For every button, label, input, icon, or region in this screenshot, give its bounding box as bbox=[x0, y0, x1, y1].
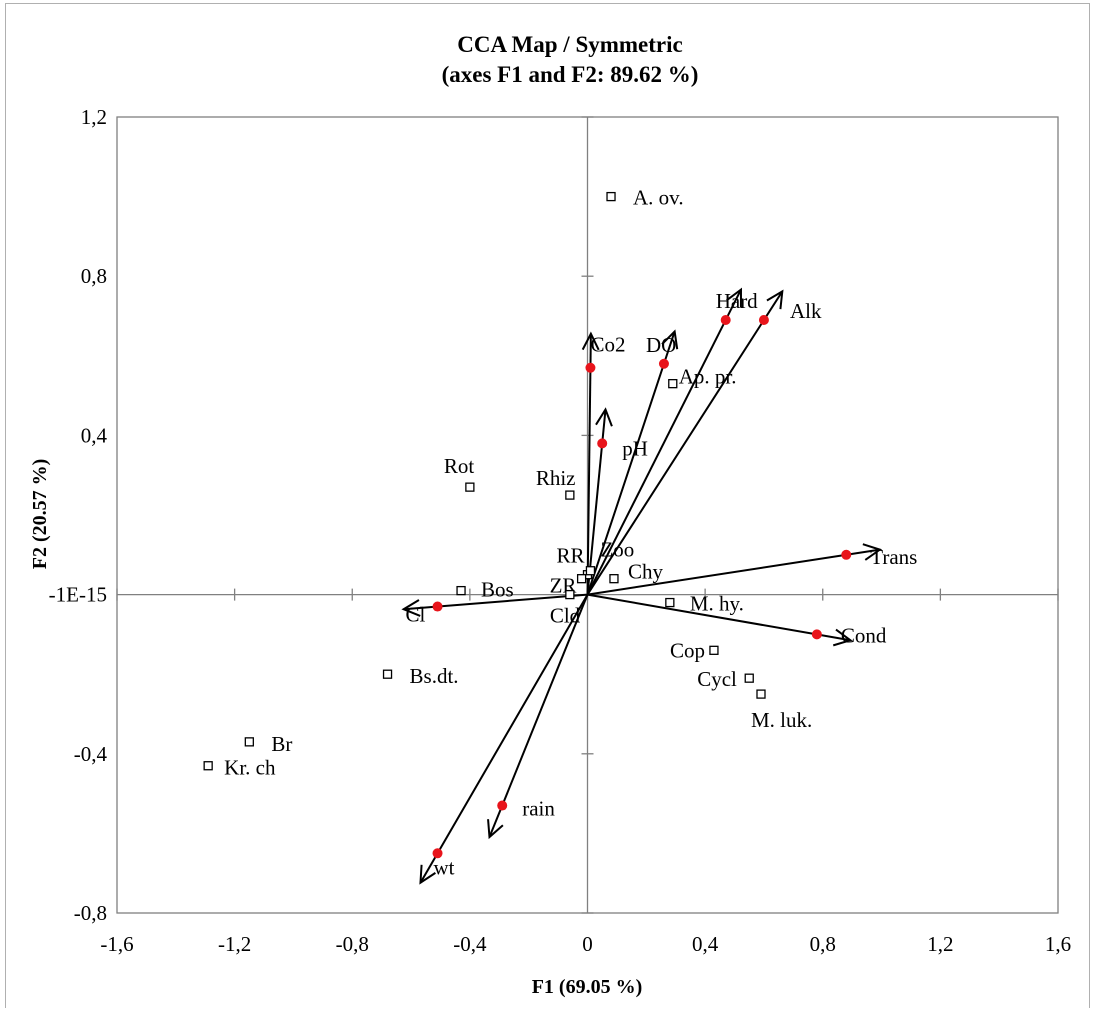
object-point-zoo bbox=[585, 566, 596, 576]
variable-label-do: DO bbox=[646, 333, 676, 357]
x-axis-title: F1 (69.05 %) bbox=[532, 976, 643, 998]
x-tick-label: -1,2 bbox=[218, 932, 251, 956]
arrowhead-trans bbox=[862, 543, 883, 561]
y-tick-label: 0,8 bbox=[81, 264, 107, 288]
arrow-alk bbox=[586, 290, 784, 596]
object-point-ap-pr bbox=[668, 379, 678, 389]
variable-point-co2 bbox=[585, 362, 596, 373]
object-label-bos: Bos bbox=[481, 578, 514, 602]
object-point-a-ov bbox=[606, 191, 616, 202]
variable-point-do bbox=[658, 358, 669, 369]
variable-label-wt: wt bbox=[434, 855, 455, 879]
arrow-wt bbox=[419, 594, 589, 884]
x-tick-label: -0,8 bbox=[336, 932, 369, 956]
chart-title: CCA Map / Symmetric bbox=[457, 32, 683, 57]
arrowhead-rain bbox=[487, 819, 504, 840]
object-point-cop bbox=[709, 645, 719, 655]
y-axis-title: F2 (20.57 %) bbox=[29, 459, 51, 570]
arrowhead-wt bbox=[419, 864, 436, 885]
object-label-rr: RR bbox=[557, 544, 585, 568]
object-point-bos bbox=[456, 585, 466, 596]
y-tick-label: -1E-15 bbox=[49, 583, 107, 607]
variable-label-trans: Trans bbox=[870, 545, 917, 569]
variable-point-ph bbox=[597, 438, 608, 449]
x-tick-label: -1,6 bbox=[100, 932, 133, 956]
variable-point-cl bbox=[432, 601, 443, 612]
variable-point-trans bbox=[841, 549, 852, 560]
x-tick-label: 0 bbox=[582, 932, 593, 956]
object-point-m-luk bbox=[756, 689, 766, 699]
object-point-bs-dt bbox=[382, 669, 393, 679]
object-point-chy bbox=[609, 574, 619, 584]
variable-label-cl: Cl bbox=[406, 603, 426, 627]
variable-point-wt bbox=[432, 848, 443, 859]
object-point-rhiz bbox=[565, 490, 575, 500]
x-tick-label: 1,2 bbox=[927, 932, 953, 956]
arrowhead-cl bbox=[401, 599, 421, 617]
arrowhead-co2 bbox=[581, 331, 600, 351]
x-tick-label: 0,4 bbox=[692, 932, 719, 956]
object-point-zr bbox=[576, 574, 587, 584]
y-tick-label: -0,4 bbox=[74, 742, 108, 766]
chart-frame bbox=[5, 3, 1090, 1008]
object-label-m-hy: M. hy. bbox=[690, 592, 744, 616]
object-label-bs-dt: Bs.dt. bbox=[410, 664, 459, 688]
object-point-br bbox=[244, 737, 254, 747]
variable-label-co2: Co2 bbox=[590, 333, 625, 357]
object-label-kr-ch: Kr. ch bbox=[224, 756, 276, 780]
object-label-br: Br bbox=[271, 732, 292, 756]
variable-label-ph: pH bbox=[622, 436, 648, 460]
object-label-zoo: Zoo bbox=[600, 538, 634, 562]
object-label-rot: Rot bbox=[444, 454, 475, 478]
object-label-rhiz: Rhiz bbox=[536, 466, 576, 490]
variable-label-alk: Alk bbox=[790, 299, 822, 323]
x-tick-label: -0,4 bbox=[453, 932, 487, 956]
y-tick-label: 0,4 bbox=[81, 423, 108, 447]
x-tick-label: 1,6 bbox=[1045, 932, 1071, 956]
variable-point-alk bbox=[758, 314, 769, 325]
object-point-rot bbox=[465, 482, 475, 492]
arrowhead-hard bbox=[726, 287, 742, 308]
variables-layer: Co2 DO Hard Alk pH Trans Cond Cl rain wt bbox=[406, 289, 918, 879]
arrow-cond bbox=[587, 593, 851, 642]
axes-layer: -1,6 -1,2 -0,8 -0,4 0 0,4 0,8 1,2 1,6 -0,8 -0,4 -1E… bbox=[49, 105, 1071, 956]
object-point-cycl bbox=[744, 673, 754, 683]
arrow-trans bbox=[587, 548, 881, 596]
object-label-cld: Cld bbox=[550, 604, 581, 628]
arrow-do bbox=[586, 331, 676, 595]
object-point-cld bbox=[565, 589, 575, 600]
arrowhead-cond bbox=[832, 628, 853, 647]
arrow-co2 bbox=[586, 333, 592, 595]
object-label-a-ov: A. ov. bbox=[633, 186, 684, 210]
object-label-cycl: Cycl bbox=[697, 667, 737, 691]
y-tick-label: 1,2 bbox=[81, 105, 107, 129]
variable-point-cond bbox=[811, 629, 822, 640]
arrowhead-do bbox=[661, 329, 679, 350]
object-label-ap-pr: Ap. pr. bbox=[679, 365, 737, 389]
chart-subtitle: (axes F1 and F2: 89.62 %) bbox=[442, 62, 699, 87]
y-tick-label: -0,8 bbox=[74, 901, 107, 925]
object-label-m-luk: M. luk. bbox=[751, 708, 812, 732]
variable-label-rain: rain bbox=[522, 797, 555, 821]
variable-label-cond: Cond bbox=[841, 623, 887, 647]
variable-label-hard: Hard bbox=[716, 289, 758, 313]
x-tick-label: 0,8 bbox=[810, 932, 836, 956]
arrowhead-alk bbox=[766, 289, 784, 310]
variable-point-rain bbox=[497, 800, 508, 811]
object-label-cop: Cop bbox=[670, 638, 705, 662]
arrow-rain bbox=[488, 594, 589, 838]
object-label-chy: Chy bbox=[628, 560, 664, 584]
variable-point-hard bbox=[720, 314, 731, 325]
object-point-kr-ch bbox=[203, 761, 213, 771]
object-point-m-hy bbox=[665, 597, 675, 608]
arrows-layer bbox=[401, 287, 883, 885]
arrow-hard bbox=[586, 289, 742, 596]
arrowhead-ph bbox=[595, 407, 613, 427]
